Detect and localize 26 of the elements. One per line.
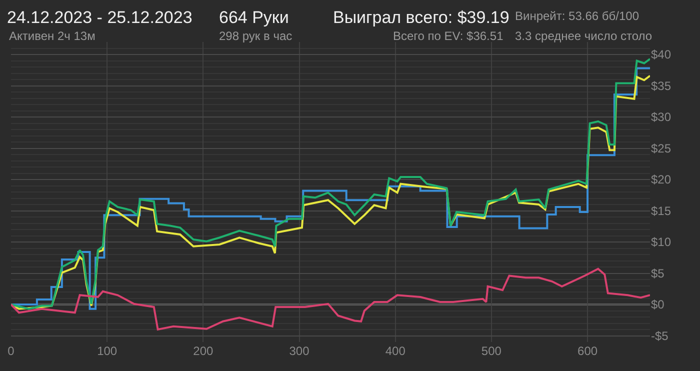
x-tick-label: 300 (289, 344, 310, 358)
line-series (11, 268, 650, 330)
x-tick-label: 100 (97, 344, 118, 358)
text: Винрейт: 53.66 бб/100 (515, 9, 640, 23)
annotation: Всего по EV: $36.51 (393, 29, 504, 43)
annotation: 3.3 среднее число столо (515, 29, 652, 43)
y-tick-label: $15 (651, 204, 672, 218)
y-tick-label: $20 (651, 172, 672, 187)
annotation: 298 рук в час (219, 29, 292, 43)
x-tick-label: 0 (8, 344, 15, 358)
x-tick-label: 600 (578, 344, 598, 358)
x-tick-label: 400 (385, 344, 406, 358)
y-tick-label: $35 (651, 78, 672, 93)
text: 664 Руки (219, 8, 289, 27)
y-tick-label: $10 (651, 235, 672, 250)
y-tick-label: $25 (651, 141, 672, 156)
text: Выиграл всего: $39.19 (333, 8, 510, 27)
y-tick-label: -$5 (651, 328, 669, 343)
y-tick-label: $0 (651, 298, 665, 312)
y-tick-label: $30 (651, 110, 672, 124)
x-tick-label: 500 (481, 344, 502, 358)
y-tick-label: $40 (651, 48, 672, 62)
x-tick-label: 200 (193, 344, 214, 358)
chart-title: 24.12.2023 - 25.12.2023 (7, 8, 192, 27)
chart-subtitle: Активен 2ч 13м (9, 29, 96, 43)
y-tick-label: $5 (651, 266, 665, 280)
